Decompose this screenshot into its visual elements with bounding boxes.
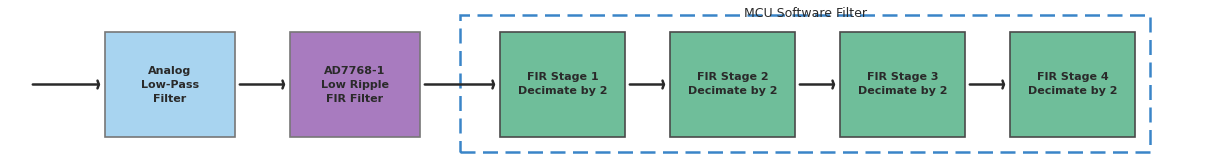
Bar xyxy=(840,32,966,137)
Text: FIR Stage 2
Decimate by 2: FIR Stage 2 Decimate by 2 xyxy=(688,72,777,97)
Bar xyxy=(500,32,625,137)
Bar xyxy=(290,32,420,137)
Bar xyxy=(1010,32,1135,137)
Text: MCU Software Filter: MCU Software Filter xyxy=(744,7,867,20)
Text: FIR Stage 4
Decimate by 2: FIR Stage 4 Decimate by 2 xyxy=(1027,72,1118,97)
Bar xyxy=(105,32,235,137)
Bar xyxy=(670,32,795,137)
Bar xyxy=(460,15,1150,152)
Text: FIR Stage 3
Decimate by 2: FIR Stage 3 Decimate by 2 xyxy=(858,72,947,97)
Text: FIR Stage 1
Decimate by 2: FIR Stage 1 Decimate by 2 xyxy=(518,72,607,97)
Text: AD7768-1
Low Ripple
FIR Filter: AD7768-1 Low Ripple FIR Filter xyxy=(321,66,389,103)
Text: Analog
Low-Pass
Filter: Analog Low-Pass Filter xyxy=(141,66,199,103)
